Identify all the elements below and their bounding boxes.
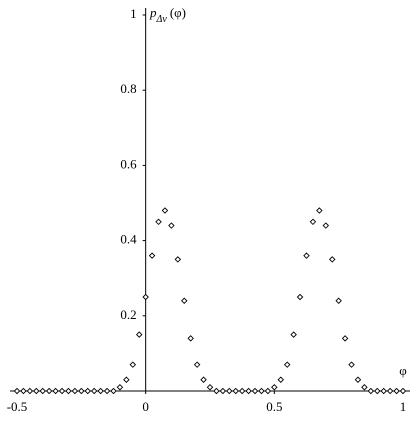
point bbox=[328, 256, 336, 263]
point bbox=[322, 222, 330, 229]
point bbox=[258, 387, 265, 395]
point bbox=[296, 293, 304, 301]
point bbox=[238, 387, 246, 395]
point bbox=[52, 387, 59, 395]
point bbox=[129, 361, 137, 368]
x-tick-label: -0.5 bbox=[7, 399, 28, 414]
point bbox=[367, 387, 375, 395]
point bbox=[232, 387, 239, 395]
x-tick-label: 0 bbox=[142, 399, 149, 414]
point bbox=[380, 387, 387, 395]
y-axis-label: pΔν (φ) bbox=[149, 5, 186, 25]
point bbox=[58, 387, 66, 395]
point bbox=[283, 361, 291, 368]
point bbox=[303, 252, 310, 259]
point bbox=[26, 387, 34, 395]
point bbox=[78, 387, 85, 395]
point bbox=[386, 387, 394, 395]
y-label-main: p bbox=[149, 5, 157, 20]
y-tick-label: 0.6 bbox=[120, 156, 137, 171]
point bbox=[206, 384, 214, 391]
point bbox=[71, 387, 79, 395]
point bbox=[20, 387, 27, 395]
point bbox=[148, 252, 156, 259]
point bbox=[155, 218, 162, 226]
point bbox=[264, 387, 272, 395]
point bbox=[116, 384, 124, 391]
point bbox=[251, 387, 259, 395]
point bbox=[142, 293, 149, 301]
y-tick-label: 0.4 bbox=[120, 232, 137, 247]
point bbox=[213, 387, 220, 395]
point bbox=[84, 387, 92, 395]
point bbox=[316, 207, 323, 214]
x-tick-label: 0.5 bbox=[266, 399, 282, 414]
y-tick-label: 0.2 bbox=[120, 307, 136, 322]
point bbox=[103, 387, 111, 395]
point bbox=[277, 376, 285, 383]
point bbox=[393, 387, 400, 395]
point bbox=[90, 387, 98, 395]
point bbox=[374, 387, 381, 395]
point bbox=[161, 207, 169, 214]
point bbox=[174, 256, 182, 263]
point bbox=[335, 297, 342, 304]
y-tick-label: 0.8 bbox=[120, 81, 136, 96]
point bbox=[399, 387, 407, 395]
point bbox=[245, 387, 252, 395]
x-axis-label: φ bbox=[399, 363, 407, 378]
point bbox=[181, 297, 188, 304]
point bbox=[123, 376, 130, 383]
point bbox=[226, 387, 233, 395]
point bbox=[193, 361, 201, 368]
point bbox=[135, 331, 143, 338]
point bbox=[39, 387, 46, 395]
point bbox=[200, 376, 207, 383]
point bbox=[13, 387, 21, 395]
point bbox=[168, 222, 175, 229]
point bbox=[33, 387, 40, 395]
y-label-sub: Δν bbox=[156, 14, 168, 25]
point bbox=[187, 335, 194, 342]
point bbox=[348, 361, 355, 368]
y-label-arg: (φ) bbox=[170, 5, 186, 20]
point bbox=[354, 376, 362, 383]
x-tick-label: 1 bbox=[400, 399, 407, 414]
point bbox=[341, 335, 349, 342]
point bbox=[97, 387, 104, 395]
point bbox=[110, 387, 117, 395]
point bbox=[45, 387, 53, 395]
point bbox=[309, 218, 317, 226]
point bbox=[219, 387, 227, 395]
point bbox=[361, 384, 368, 391]
y-tick-label: 1 bbox=[130, 6, 137, 21]
point bbox=[290, 331, 297, 338]
point bbox=[65, 387, 72, 395]
point bbox=[271, 384, 278, 391]
